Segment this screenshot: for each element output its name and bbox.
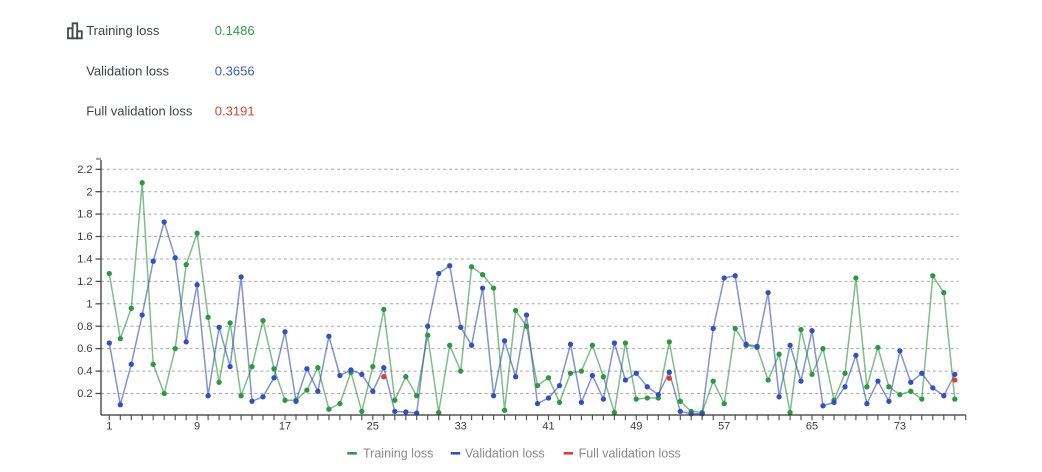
svg-text:49: 49	[630, 421, 642, 433]
svg-text:0.4: 0.4	[77, 366, 92, 378]
svg-text:1.4: 1.4	[77, 254, 92, 266]
svg-text:17: 17	[279, 421, 291, 433]
svg-text:0.6: 0.6	[77, 343, 92, 355]
svg-text:Validation loss: Validation loss	[86, 63, 169, 78]
svg-text:Training loss: Training loss	[86, 23, 160, 38]
svg-text:1.6: 1.6	[77, 231, 92, 243]
svg-text:Full validation loss: Full validation loss	[86, 104, 193, 119]
svg-text:73: 73	[894, 421, 906, 433]
svg-text:41: 41	[542, 421, 554, 433]
svg-text:Training loss: Training loss	[363, 446, 433, 460]
svg-text:1.2: 1.2	[77, 276, 92, 288]
svg-text:1.8: 1.8	[77, 209, 92, 221]
svg-text:0.3191: 0.3191	[215, 104, 255, 119]
svg-text:0.2: 0.2	[77, 388, 92, 400]
svg-text:0.3656: 0.3656	[215, 63, 255, 78]
svg-text:Validation loss: Validation loss	[465, 446, 545, 460]
svg-text:0.1486: 0.1486	[215, 23, 255, 38]
svg-text:Full validation loss: Full validation loss	[579, 446, 681, 460]
svg-text:33: 33	[455, 421, 467, 433]
svg-text:25: 25	[367, 421, 379, 433]
svg-text:57: 57	[718, 421, 730, 433]
svg-text:9: 9	[194, 421, 200, 433]
svg-text:2: 2	[86, 186, 92, 198]
svg-text:0.8: 0.8	[77, 321, 92, 333]
svg-text:2.2: 2.2	[77, 164, 92, 176]
svg-text:1: 1	[106, 421, 112, 433]
svg-text:65: 65	[806, 421, 818, 433]
svg-text:1: 1	[86, 298, 92, 310]
